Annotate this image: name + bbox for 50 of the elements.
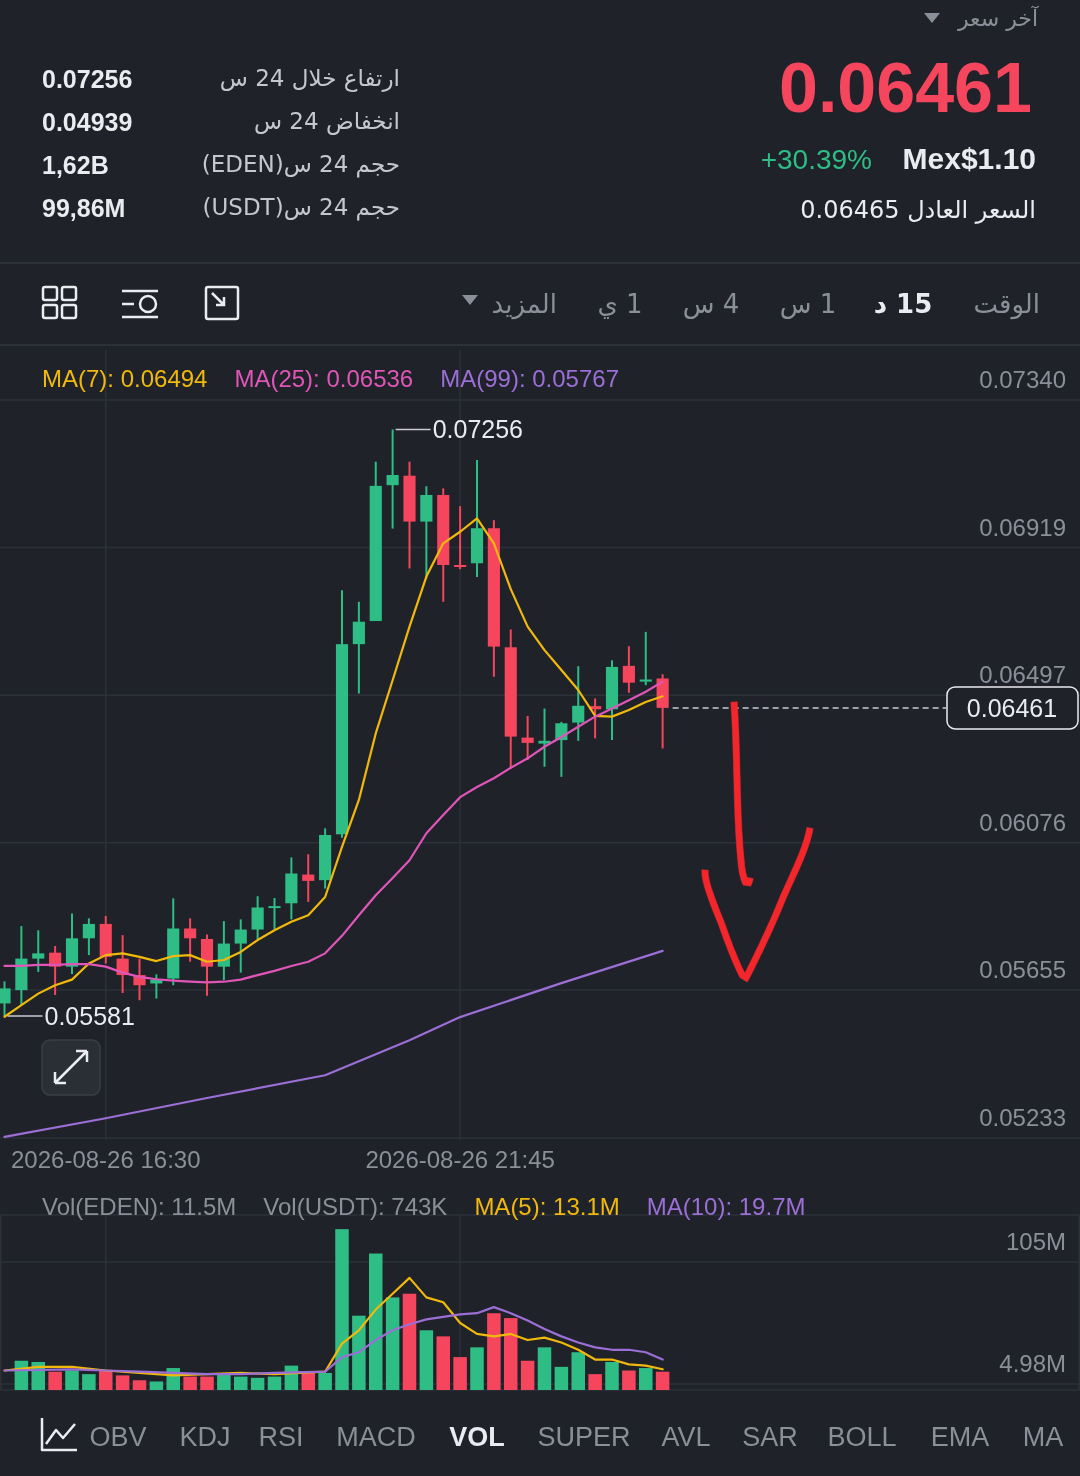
annotation: 0.05581 xyxy=(44,1002,135,1031)
text: MA(99): 0.05767 xyxy=(440,365,619,392)
y-tick-label: 0.07340 xyxy=(979,366,1066,394)
text: OBV xyxy=(89,1422,147,1452)
y-tick-label: 0.05655 xyxy=(979,956,1066,984)
text: MA xyxy=(1022,1422,1064,1452)
text: MA(25): 0.06536 xyxy=(234,365,414,392)
text: KDJ xyxy=(179,1422,231,1452)
x-tick-label: 2026-08-26 21:45 xyxy=(365,1146,555,1173)
text: 1 ي xyxy=(597,289,643,319)
text: RSI xyxy=(258,1422,304,1452)
text: 1,62B xyxy=(42,151,109,179)
annotation: Vol(USDT): 743K xyxy=(263,1193,448,1220)
text: +30.39% xyxy=(760,144,872,175)
x-tick-label: 2026-08-26 16:30 xyxy=(11,1146,201,1173)
text: MA(5): 13.1M xyxy=(474,1193,620,1220)
text: 99,86M xyxy=(42,194,126,222)
text: 0.07256 xyxy=(42,65,133,93)
annotation: Vol(EDEN): 11.5M xyxy=(42,1193,237,1220)
text: السعر العادل 0.06465 xyxy=(800,196,1036,224)
y-tick-label: 0.06497 xyxy=(979,661,1066,689)
text: ارتفاع خلال 24 س xyxy=(219,65,400,92)
text: BOLL xyxy=(827,1422,897,1452)
text: SAR xyxy=(742,1422,798,1452)
annotation: 0.07256 xyxy=(432,415,523,444)
text: آخر سعر xyxy=(956,5,1039,31)
y-tick-label: 4.98M xyxy=(999,1349,1066,1377)
text: Mex$1.10 xyxy=(902,142,1036,175)
y-tick-label: 0.05233 xyxy=(979,1103,1066,1131)
text: المزيد xyxy=(491,289,557,320)
text: VOL xyxy=(449,1422,505,1452)
text: 0.06461 xyxy=(778,49,1032,127)
text: MA(7): 0.06494 xyxy=(42,365,208,392)
y-tick-label: 105M xyxy=(1005,1228,1066,1256)
text: SUPER xyxy=(537,1422,631,1452)
text: حجم 24 س(USDT) xyxy=(202,194,400,221)
text: 4 س xyxy=(682,289,740,319)
text: حجم 24 س(EDEN) xyxy=(201,151,400,178)
text: AVL xyxy=(661,1422,711,1452)
text: 1 س xyxy=(779,289,837,319)
y-tick-label: 0.06076 xyxy=(979,808,1066,836)
text: EMA xyxy=(930,1422,990,1452)
text: الوقت xyxy=(973,289,1040,320)
text: انخفاض 24 س xyxy=(253,108,400,135)
text: MA(10): 19.7M xyxy=(646,1193,806,1220)
text: MACD xyxy=(336,1422,416,1452)
ref-line-label: 0.06461 xyxy=(966,693,1058,722)
text: 15 د xyxy=(873,289,933,319)
y-tick-label: 0.06919 xyxy=(979,513,1066,541)
text: 0.04939 xyxy=(42,108,133,136)
